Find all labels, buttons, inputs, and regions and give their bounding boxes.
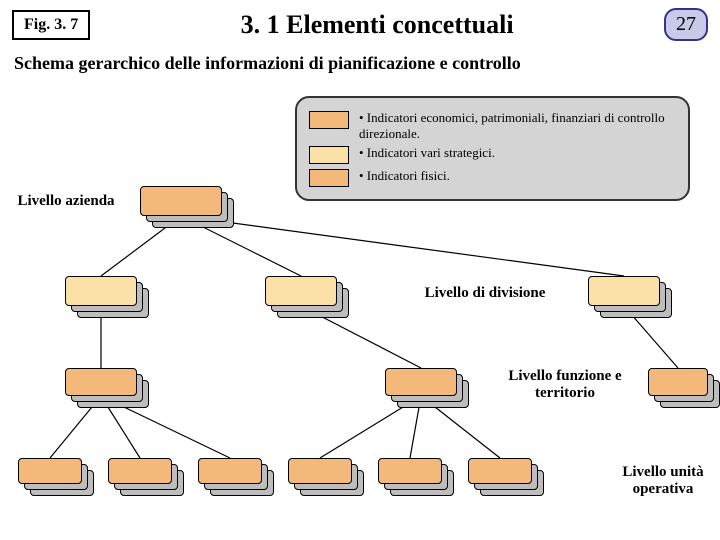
node-f2 xyxy=(385,368,457,396)
diagram-canvas: • Indicatori economici, patrimoniali, fi… xyxy=(0,78,720,528)
legend-item: • Indicatori fisici. xyxy=(309,168,676,187)
level-label-divisione: Livello di divisione xyxy=(395,285,575,302)
figure-label: Fig. 3. 7 xyxy=(12,10,90,40)
node-f3 xyxy=(648,368,708,396)
legend-item: • Indicatori vari strategici. xyxy=(309,145,676,164)
node-u1 xyxy=(18,458,82,484)
subtitle: Schema gerarchico delle informazioni di … xyxy=(0,45,720,78)
legend-text: • Indicatori vari strategici. xyxy=(359,145,495,161)
legend-swatch xyxy=(309,169,349,187)
node-d2 xyxy=(265,276,337,306)
node-d1 xyxy=(65,276,137,306)
node-root xyxy=(140,186,222,216)
level-label-unita: Livello unità operativa xyxy=(612,464,714,499)
node-u3 xyxy=(198,458,262,484)
legend-swatch xyxy=(309,146,349,164)
page-title: 3. 1 Elementi concettuali xyxy=(110,10,644,40)
legend-item: • Indicatori economici, patrimoniali, fi… xyxy=(309,110,676,141)
node-f1 xyxy=(65,368,137,396)
level-label-funzione: Livello funzione e territorio xyxy=(485,368,645,403)
legend-swatch xyxy=(309,111,349,129)
node-u6 xyxy=(468,458,532,484)
node-u2 xyxy=(108,458,172,484)
page-number: 27 xyxy=(664,8,708,41)
legend-text: • Indicatori fisici. xyxy=(359,168,450,184)
node-u5 xyxy=(378,458,442,484)
legend: • Indicatori economici, patrimoniali, fi… xyxy=(295,96,690,201)
legend-text: • Indicatori economici, patrimoniali, fi… xyxy=(359,110,676,141)
node-d3 xyxy=(588,276,660,306)
level-label-azienda: Livello azienda xyxy=(6,193,126,210)
node-u4 xyxy=(288,458,352,484)
